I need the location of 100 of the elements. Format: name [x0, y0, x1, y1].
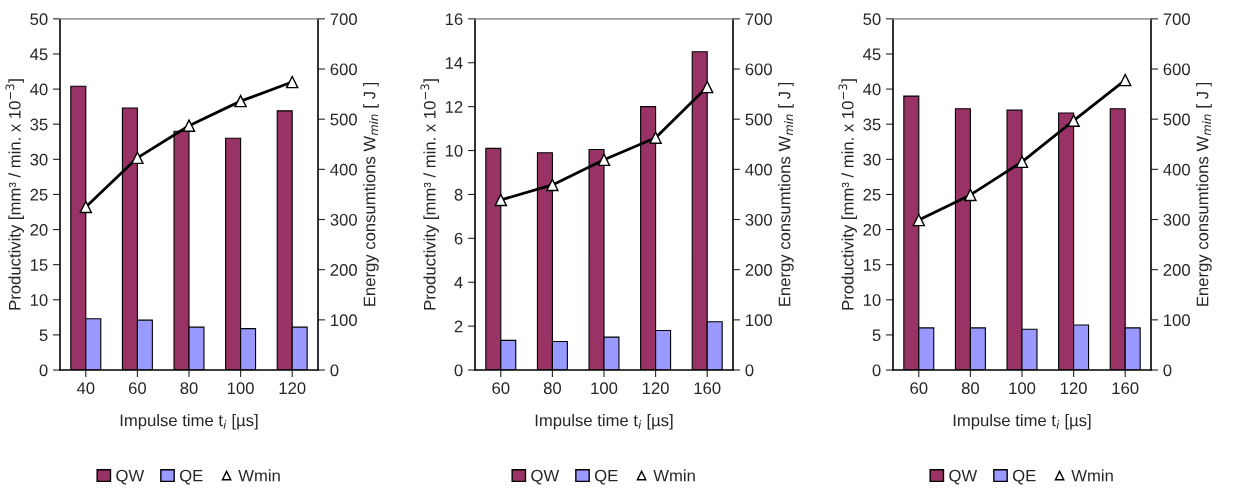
legend-label: QW — [949, 469, 978, 485]
y-axis-title: Productivity [mm³ / min. x 10$^{−3}$] — [838, 79, 857, 310]
y-tick-label: 15 — [863, 259, 881, 271]
x-tick-label: 120 — [642, 382, 669, 395]
legend-label: Wmin — [1071, 469, 1113, 482]
x-tick-label: 160 — [694, 382, 721, 395]
legend-label: QW — [531, 469, 560, 485]
legend-label: QW — [116, 469, 145, 485]
y2-tick-label: 500 — [330, 113, 357, 126]
y2-tick-label: 700 — [745, 13, 772, 26]
point — [234, 94, 247, 108]
y-tick-label: 6 — [454, 232, 463, 245]
point — [182, 119, 196, 132]
x-axis-title: Impulse time t$_{i}$ [µs] — [535, 414, 673, 430]
y2-tick-label: 200 — [330, 264, 357, 276]
x-tick-label: 80 — [961, 382, 980, 395]
point — [1015, 155, 1029, 169]
y-tick-label: 30 — [30, 153, 48, 166]
y2-tick-label: 600 — [1163, 63, 1190, 76]
x-tick-label: 80 — [180, 382, 198, 395]
y-tick-label: 0 — [454, 364, 463, 377]
y2-tick-label: 100 — [746, 314, 772, 327]
y2-tick-label: 400 — [745, 163, 772, 176]
legend-label: Wmin — [238, 469, 280, 482]
y2-tick-label: 100 — [1164, 314, 1190, 327]
y-tick-label: 50 — [30, 13, 48, 26]
y2-tick-label: 300 — [1163, 213, 1190, 226]
y2-tick-label: 600 — [745, 63, 772, 76]
y-tick-label: 10 — [30, 294, 48, 306]
y-tick-label: 35 — [30, 118, 48, 131]
y2-tick-label: 300 — [330, 213, 357, 226]
y-tick-label: 35 — [863, 118, 881, 131]
y-tick-label: 10 — [445, 144, 463, 157]
x-axis-title: Impulse time t$_{i}$ [µs] — [953, 414, 1091, 430]
point — [546, 178, 559, 192]
point — [649, 131, 662, 144]
y-tick-label: 5 — [872, 329, 881, 342]
y-tick-label: 45 — [30, 48, 48, 61]
point — [79, 200, 93, 214]
legend-label: QE — [179, 469, 203, 485]
y-tick-label: 14 — [445, 57, 463, 69]
y-tick-label: 30 — [863, 153, 881, 166]
point — [912, 213, 926, 227]
y2-tick-label: 700 — [330, 13, 357, 26]
y-tick-label: 12 — [445, 101, 463, 113]
y-tick-label: 2 — [454, 320, 463, 333]
x-tick-label: 100 — [591, 382, 618, 395]
x-tick-label: 60 — [128, 382, 147, 395]
x-tick-label: 100 — [1009, 382, 1036, 395]
x-tick-label: 40 — [76, 382, 95, 395]
point — [131, 151, 144, 165]
point — [964, 188, 977, 202]
y2-tick-label: 0 — [1163, 364, 1172, 377]
point — [494, 193, 508, 207]
y2-tick-label: 100 — [331, 314, 357, 327]
point — [597, 153, 611, 167]
y-axis-title: Productivity [mm³ / min. x 10$^{−3}$] — [420, 79, 439, 310]
y-tick-label: 0 — [872, 364, 881, 377]
y2-tick-label: 0 — [745, 364, 754, 377]
y-tick-label: 25 — [863, 188, 881, 201]
y-tick-label: 15 — [30, 259, 48, 271]
legend-label: QE — [594, 469, 618, 485]
y2-tick-label: 300 — [745, 213, 772, 226]
y-tick-label: 45 — [863, 48, 881, 61]
y2-tick-label: 500 — [745, 113, 772, 126]
y-tick-label: 50 — [863, 13, 881, 26]
point — [1067, 114, 1080, 127]
y-tick-label: 10 — [863, 294, 881, 306]
x-tick-label: 80 — [543, 382, 562, 395]
y2-tick-label: 200 — [1163, 264, 1190, 276]
y2-tick-label: 400 — [1163, 163, 1190, 176]
legend-label: Wmin — [653, 469, 695, 482]
x-tick-label: 120 — [279, 382, 306, 395]
y2-tick-label: 700 — [1163, 13, 1190, 26]
y2-tick-label: 0 — [330, 364, 339, 377]
legend-label: QE — [1012, 469, 1036, 485]
point — [700, 80, 714, 94]
y-axis-title: Productivity [mm³ / min. x 10$^{−3}$] — [5, 79, 24, 310]
y-tick-label: 16 — [445, 13, 463, 26]
y2-axis-title: Energy consumtions W$_{min}$ [ J ] — [1196, 82, 1212, 306]
y-tick-label: 40 — [863, 83, 881, 96]
x-tick-label: 120 — [1060, 382, 1087, 395]
y2-tick-label: 500 — [1163, 113, 1190, 126]
x-tick-label: 100 — [227, 382, 254, 395]
y-tick-label: 25 — [30, 188, 48, 201]
y2-axis-title: Energy consumtions W$_{min}$ [ J ] — [778, 82, 794, 306]
y-tick-label: 0 — [39, 364, 48, 377]
y-tick-label: 20 — [863, 223, 881, 236]
y2-tick-label: 600 — [330, 63, 357, 76]
y2-axis-title: Energy consumtions W$_{min}$ [ J ] — [363, 82, 379, 306]
x-tick-label: 60 — [910, 382, 928, 395]
y-tick-label: 4 — [454, 276, 463, 289]
point — [285, 75, 299, 89]
y-tick-label: 8 — [454, 188, 463, 201]
y-tick-label: 20 — [30, 223, 48, 236]
y2-tick-label: 200 — [745, 264, 772, 276]
y2-tick-label: 400 — [330, 163, 357, 176]
x-tick-label: 160 — [1112, 382, 1139, 395]
x-axis-title: Impulse time t$_{i}$ [µs] — [120, 414, 258, 430]
x-tick-label: 60 — [492, 382, 510, 395]
